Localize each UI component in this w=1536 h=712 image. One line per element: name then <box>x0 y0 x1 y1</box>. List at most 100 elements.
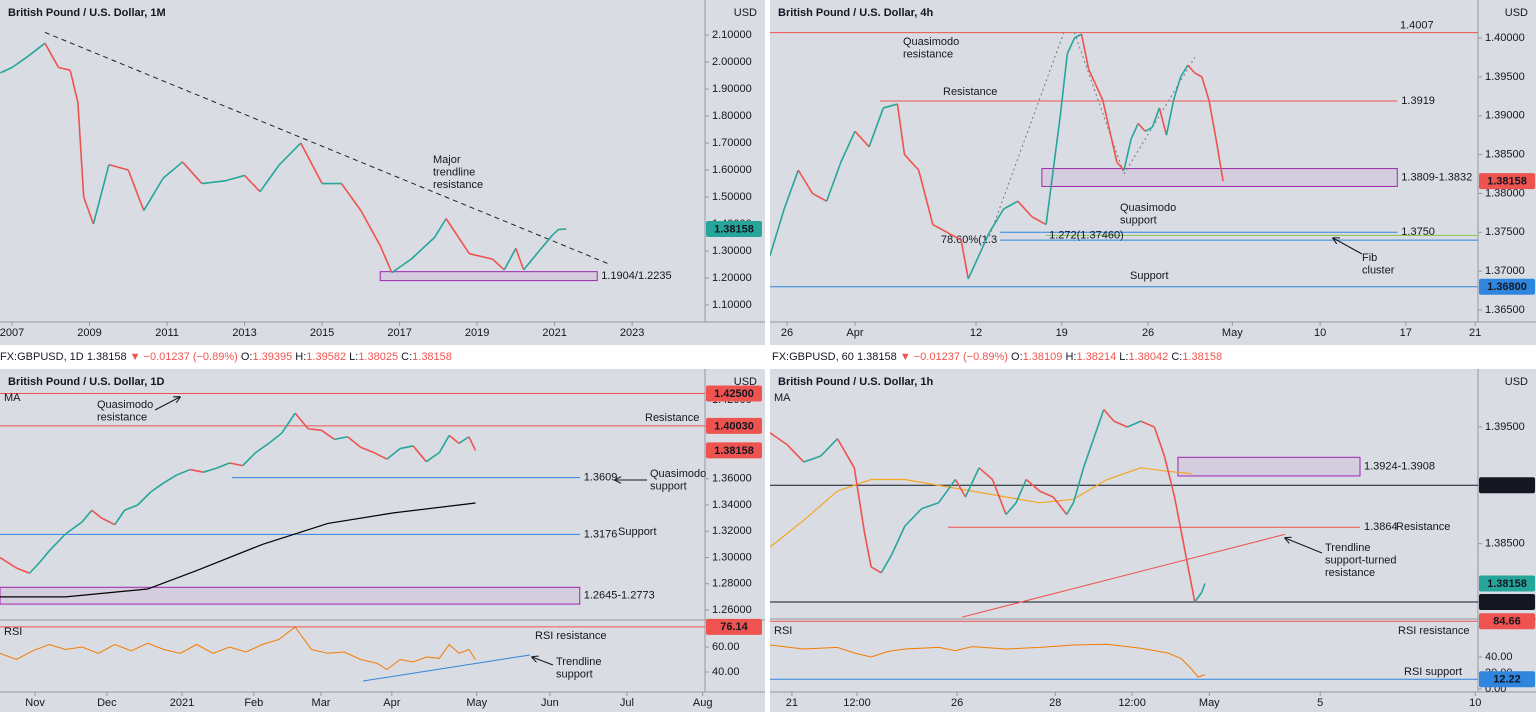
x-tick-label: 28 <box>1049 697 1061 709</box>
annotation: resistance <box>1325 567 1375 579</box>
status-part: 1.38214 <box>1076 351 1116 363</box>
price-segment <box>448 434 460 444</box>
zone <box>1177 456 1361 477</box>
price-segment <box>1065 502 1075 515</box>
annotation: trendline <box>433 166 475 178</box>
status-part: L: <box>1119 351 1128 363</box>
price-segment <box>334 435 348 441</box>
x-tick-label: Jul <box>620 697 634 709</box>
status-part: 1.38158 <box>857 351 897 363</box>
price-segment <box>91 509 103 519</box>
price-segment <box>515 248 525 271</box>
price-box-label: 1.40030 <box>714 420 754 432</box>
price-segment <box>854 130 870 148</box>
price-segment <box>1153 426 1166 457</box>
trendline <box>362 654 530 682</box>
price-segment <box>803 455 821 463</box>
x-tick-label: 12 <box>970 327 982 339</box>
annotation: support <box>1120 214 1157 226</box>
price-segment <box>1194 72 1203 78</box>
chart-title: British Pound / U.S. Dollar, 1h <box>778 376 934 388</box>
price-segment <box>783 169 800 210</box>
price-segment <box>150 482 165 493</box>
price-box-label: 1.38000 <box>1487 596 1527 608</box>
price-segment <box>840 130 856 163</box>
price-segment <box>903 154 920 171</box>
y-tick-label: 1.30000 <box>712 551 752 563</box>
price-segment <box>1130 123 1139 140</box>
y-tick-label: 1.37000 <box>1485 265 1525 277</box>
price-segment <box>16 567 30 574</box>
price-segment <box>124 504 139 511</box>
price-segment <box>224 174 245 182</box>
price-segment <box>281 412 296 434</box>
price-segment <box>391 258 412 274</box>
price-segment <box>1127 420 1142 428</box>
level-label: 1.3750 <box>1401 226 1435 238</box>
price-segment <box>868 107 885 148</box>
price-segment <box>300 142 323 184</box>
trendline <box>962 533 1286 618</box>
price-segment <box>1194 592 1203 603</box>
price-segment <box>1201 76 1210 101</box>
price-segment <box>1123 138 1132 171</box>
price-segment <box>1015 479 1027 504</box>
status-part: H: <box>295 351 306 363</box>
annotation: Support <box>1130 270 1169 282</box>
rsi-line <box>0 626 476 671</box>
y-tick-label: 1.26000 <box>712 604 752 616</box>
price-segment <box>229 462 243 467</box>
x-tick-label: 12:00 <box>843 697 871 709</box>
chart-title: British Pound / U.S. Dollar, 1D <box>8 376 165 388</box>
annotation: Quasimodo <box>1120 202 1176 214</box>
status-part: O: <box>241 351 253 363</box>
price-segment <box>69 69 79 103</box>
x-tick-label: 26 <box>781 327 793 339</box>
annotation: RSI resistance <box>1398 625 1470 637</box>
price-segment <box>27 42 46 58</box>
price-segment <box>1172 76 1182 101</box>
price-segment <box>890 525 906 556</box>
annotation: Trendline <box>556 656 601 668</box>
status-part: H: <box>1065 351 1076 363</box>
price-segment <box>1045 170 1054 225</box>
axis-unit: USD <box>1505 376 1528 388</box>
zone-label: 1.3924-1.3908 <box>1364 461 1435 473</box>
price-segment <box>1052 496 1068 515</box>
price-segment <box>1072 467 1085 504</box>
y-tick-label: 1.34000 <box>712 499 752 511</box>
price-segment <box>340 183 362 211</box>
y-tick-label: 1.30000 <box>712 245 752 257</box>
price-segment <box>1179 64 1189 78</box>
price-segment <box>1208 100 1217 140</box>
x-tick-label: 2017 <box>387 327 411 339</box>
price-segment <box>1025 478 1041 492</box>
arrow <box>532 657 554 666</box>
y-tick-label: 2.00000 <box>712 56 752 68</box>
status-part: 1.38025 <box>358 351 398 363</box>
price-segment <box>65 521 83 535</box>
panel-background <box>770 369 1536 712</box>
price-segment <box>259 164 281 193</box>
trendline <box>44 31 610 265</box>
zone-label: 1.1904/1.2235 <box>601 270 671 282</box>
price-segment <box>242 451 257 467</box>
level-label: 1.3176 <box>584 528 618 540</box>
price-segment <box>0 66 13 74</box>
x-tick-label: 21 <box>1469 327 1481 339</box>
price-segment <box>991 479 1007 515</box>
price-segment <box>127 169 145 211</box>
price-segment <box>1165 100 1175 136</box>
annotation: RSI resistance <box>535 630 607 642</box>
y-tick-label: 1.10000 <box>712 299 752 311</box>
price-segment <box>1187 64 1196 74</box>
x-tick-label: Aug <box>693 697 713 709</box>
price-box-label: 76.14 <box>720 621 748 633</box>
price-segment <box>347 436 362 448</box>
y-tick-label: 1.37500 <box>1485 226 1525 238</box>
annotation: cluster <box>1362 264 1395 276</box>
price-segment <box>1039 490 1054 498</box>
price-segment <box>819 438 839 457</box>
price-segment <box>1116 161 1125 171</box>
price-box <box>706 220 762 237</box>
